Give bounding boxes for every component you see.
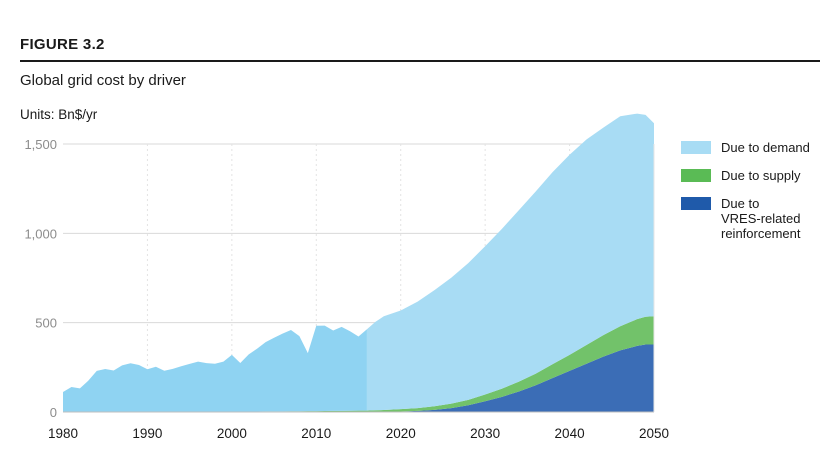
area-vres-reinforcement — [63, 344, 654, 412]
x-tick-label: 2030 — [470, 426, 500, 441]
y-tick-label: 1,500 — [24, 137, 57, 152]
legend-swatch — [681, 141, 711, 154]
title-rule — [20, 60, 820, 62]
figure-label: FIGURE 3.2 — [20, 36, 105, 53]
x-tick-label: 1990 — [132, 426, 162, 441]
x-tick-label: 2000 — [217, 426, 247, 441]
x-tick-label: 2020 — [386, 426, 416, 441]
legend-swatch — [681, 169, 711, 182]
chart-title: Global grid cost by driver — [20, 72, 186, 89]
legend-label: Due to supply — [721, 168, 801, 183]
legend-label: Due to demand — [721, 140, 810, 155]
legend-label: Due to VRES-related reinforcement — [721, 196, 801, 241]
x-tick-label: 2050 — [639, 426, 669, 441]
area-demand-historic — [63, 325, 367, 412]
x-tick-label: 2010 — [301, 426, 331, 441]
area-demand-projected — [366, 113, 654, 411]
legend-swatch — [681, 197, 711, 210]
y-tick-label: 0 — [50, 405, 57, 420]
area-supply — [63, 316, 654, 412]
y-tick-label: 1,000 — [24, 226, 57, 241]
units-label: Units: Bn$/yr — [20, 107, 98, 122]
x-tick-label: 1980 — [48, 426, 78, 441]
y-tick-label: 500 — [35, 316, 57, 331]
x-tick-label: 2040 — [555, 426, 585, 441]
